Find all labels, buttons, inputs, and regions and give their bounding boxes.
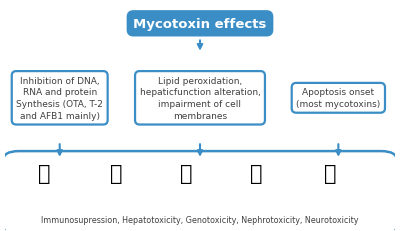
- FancyBboxPatch shape: [3, 152, 397, 231]
- Text: Inhibition of DNA,
RNA and protein
Synthesis (OTA, T-2
and AFB1 mainly): Inhibition of DNA, RNA and protein Synth…: [16, 76, 103, 121]
- Text: Lipid peroxidation,
hepaticfunction alteration,
impairment of cell
membranes: Lipid peroxidation, hepaticfunction alte…: [140, 76, 260, 121]
- Text: Apoptosis onset
(most mycotoxins): Apoptosis onset (most mycotoxins): [296, 88, 380, 109]
- Text: 🦠: 🦠: [38, 164, 50, 184]
- Text: 🧬: 🧬: [180, 164, 193, 184]
- Text: 🫁: 🫁: [250, 164, 263, 184]
- Text: 🧠: 🧠: [324, 164, 337, 184]
- Text: Mycotoxin effects: Mycotoxin effects: [133, 18, 267, 31]
- Text: 🫀: 🫀: [110, 164, 122, 184]
- Text: Immunosupression, Hepatotoxicity, Genotoxicity, Nephrotoxicity, Neurotoxicity: Immunosupression, Hepatotoxicity, Genoto…: [41, 216, 359, 225]
